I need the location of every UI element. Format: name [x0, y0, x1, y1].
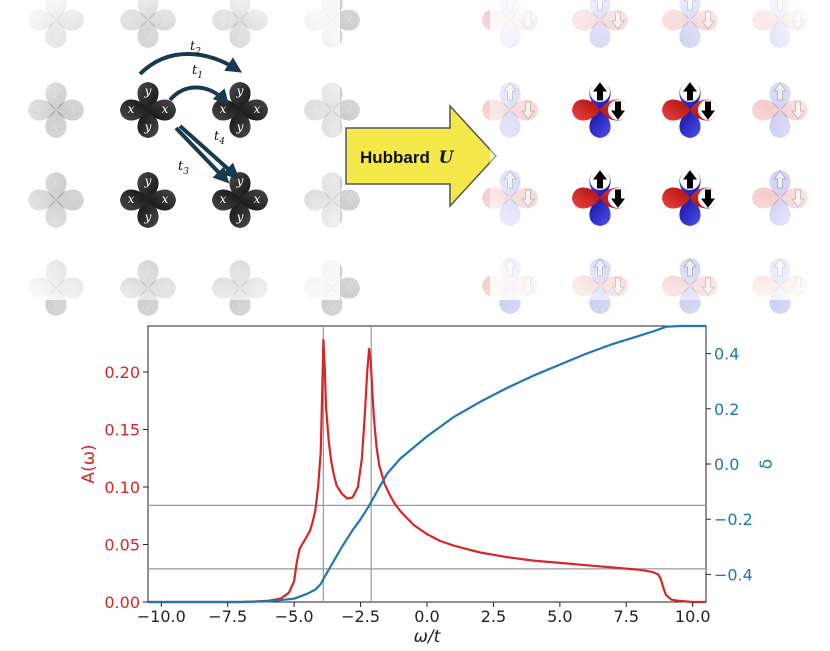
orbital-label-y: y — [144, 298, 152, 312]
orbital-label-x: x — [346, 12, 353, 26]
x-tick-label: 0.0 — [414, 607, 439, 626]
right-axis-label: δ — [757, 459, 777, 469]
x-tick-label: 7.5 — [614, 607, 639, 626]
orbital-label-y: y — [328, 298, 336, 312]
orbital-label-x: x — [346, 192, 353, 206]
edge-fade — [490, 0, 830, 300]
hubbard-label: Hubbard — [360, 148, 430, 167]
svg-text:Hubbard U: Hubbard U — [360, 148, 455, 168]
x-tick-label: −10.0 — [137, 607, 186, 626]
right-y-tick-label: 0.4 — [714, 345, 739, 364]
plot-frame — [147, 325, 707, 603]
x-tick-label: −2.5 — [341, 607, 380, 626]
left-axis-label: A(ω) — [79, 444, 99, 483]
right-y-tick-label: −0.4 — [714, 565, 753, 584]
left-y-tick-label: 0.10 — [104, 478, 140, 497]
orbital-lattice-panel: yyxxyyxxyyxxyyxxyyxxyyxxyyxxyyxxyyxxyyxx… — [0, 0, 360, 316]
spectral-function-chart: −10.0 −7.5 −5.0 −2.5 0.0 2.5 5.0 7.5 10.0 0.00 0.… — [79, 324, 777, 647]
x-tick-label: −5.0 — [275, 607, 314, 626]
left-y-tick-label: 0.00 — [104, 593, 140, 612]
spin-order-panel — [482, 0, 830, 314]
x-tick-label: −7.5 — [208, 607, 247, 626]
spectral-function-line — [148, 338, 706, 604]
orbital-label-y: y — [236, 298, 244, 312]
x-tick-label: 2.5 — [481, 607, 506, 626]
right-y-tick-label: 0.0 — [714, 455, 739, 474]
right-y-tick-label: 0.2 — [714, 400, 739, 419]
edge-fade — [0, 0, 340, 300]
x-tick-label: 5.0 — [547, 607, 572, 626]
orbital-label-x: x — [346, 280, 353, 294]
left-y-tick-label: 0.15 — [104, 421, 140, 440]
doping-line — [148, 324, 706, 604]
left-y-tick-label: 0.20 — [104, 363, 140, 382]
hubbard-arrow: Hubbard U — [345, 104, 498, 208]
x-axis-label: ω/t — [414, 627, 442, 647]
hubbard-u-symbol: U — [439, 148, 455, 168]
x-tick-label: 10.0 — [675, 607, 711, 626]
orbital-label-x: x — [346, 102, 353, 116]
left-y-tick-label: 0.05 — [104, 536, 140, 555]
orbital-label-y: y — [52, 298, 60, 312]
right-y-tick-label: −0.2 — [714, 510, 753, 529]
